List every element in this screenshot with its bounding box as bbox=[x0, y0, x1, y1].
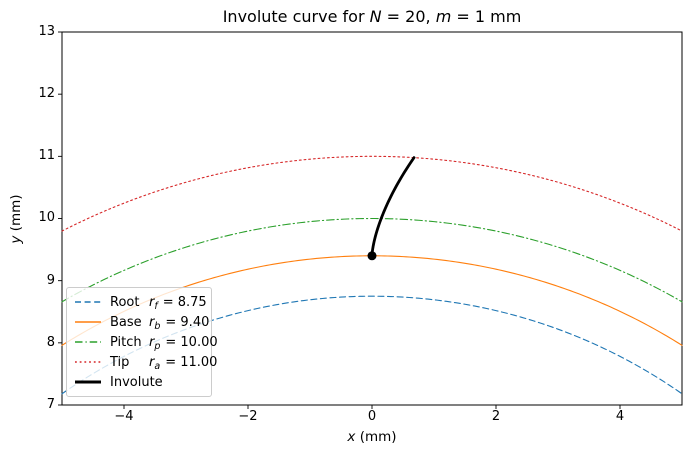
y-tick-label-13: 13 bbox=[38, 24, 55, 39]
legend-label-pitch: Pitch bbox=[110, 334, 142, 350]
y-axis-label-unit: (mm) bbox=[8, 194, 24, 236]
x-axis-label-unit: (mm) bbox=[355, 429, 397, 445]
x-tick-label-m2: −2 bbox=[238, 409, 258, 424]
legend-row-involute: Involute bbox=[74, 375, 204, 390]
tip-line-sample bbox=[75, 361, 101, 363]
y-axis-label: y (mm) bbox=[8, 194, 24, 243]
x-tick-label-2: 2 bbox=[491, 409, 501, 424]
title-text: Involute curve for bbox=[222, 7, 370, 26]
pitch-curve bbox=[61, 217, 683, 303]
title-eq-N: = 20, bbox=[381, 7, 436, 26]
y-tick-label-10: 10 bbox=[38, 210, 55, 225]
involute-curve bbox=[370, 156, 416, 258]
root-line-sample bbox=[75, 301, 101, 303]
chart-title: Involute curve for N = 20, m = 1 mm bbox=[223, 7, 522, 26]
x-tick-label-m4: −4 bbox=[114, 409, 134, 424]
base-line-sample bbox=[75, 321, 101, 323]
y-tick-label-12: 12 bbox=[38, 86, 55, 101]
legend-label-tip: Tip bbox=[110, 354, 130, 370]
pitch-line-sample bbox=[75, 341, 101, 343]
legend-label-involute: Involute bbox=[110, 374, 163, 390]
x-axis-label-var: x bbox=[347, 429, 356, 445]
title-var-m: m bbox=[435, 7, 452, 26]
title-var-N: N bbox=[369, 7, 382, 26]
involute-line-sample bbox=[75, 380, 101, 384]
legend-label-base: Base bbox=[110, 314, 142, 330]
y-axis-label-var: y bbox=[8, 235, 24, 244]
title-eq-m: = 1 mm bbox=[451, 7, 522, 26]
y-tick-label-11: 11 bbox=[38, 148, 55, 163]
y-tick-label-8: 8 bbox=[46, 335, 55, 350]
y-tick-label-7: 7 bbox=[46, 397, 55, 412]
x-axis-label: x (mm) bbox=[347, 429, 396, 445]
x-tick-label-0: 0 bbox=[367, 409, 377, 424]
x-tick-label-4: 4 bbox=[615, 409, 625, 424]
y-tick-label-9: 9 bbox=[46, 273, 55, 288]
legend-label-root: Root bbox=[110, 294, 140, 310]
tip-curve bbox=[61, 155, 683, 232]
involute-start-marker bbox=[367, 251, 377, 261]
